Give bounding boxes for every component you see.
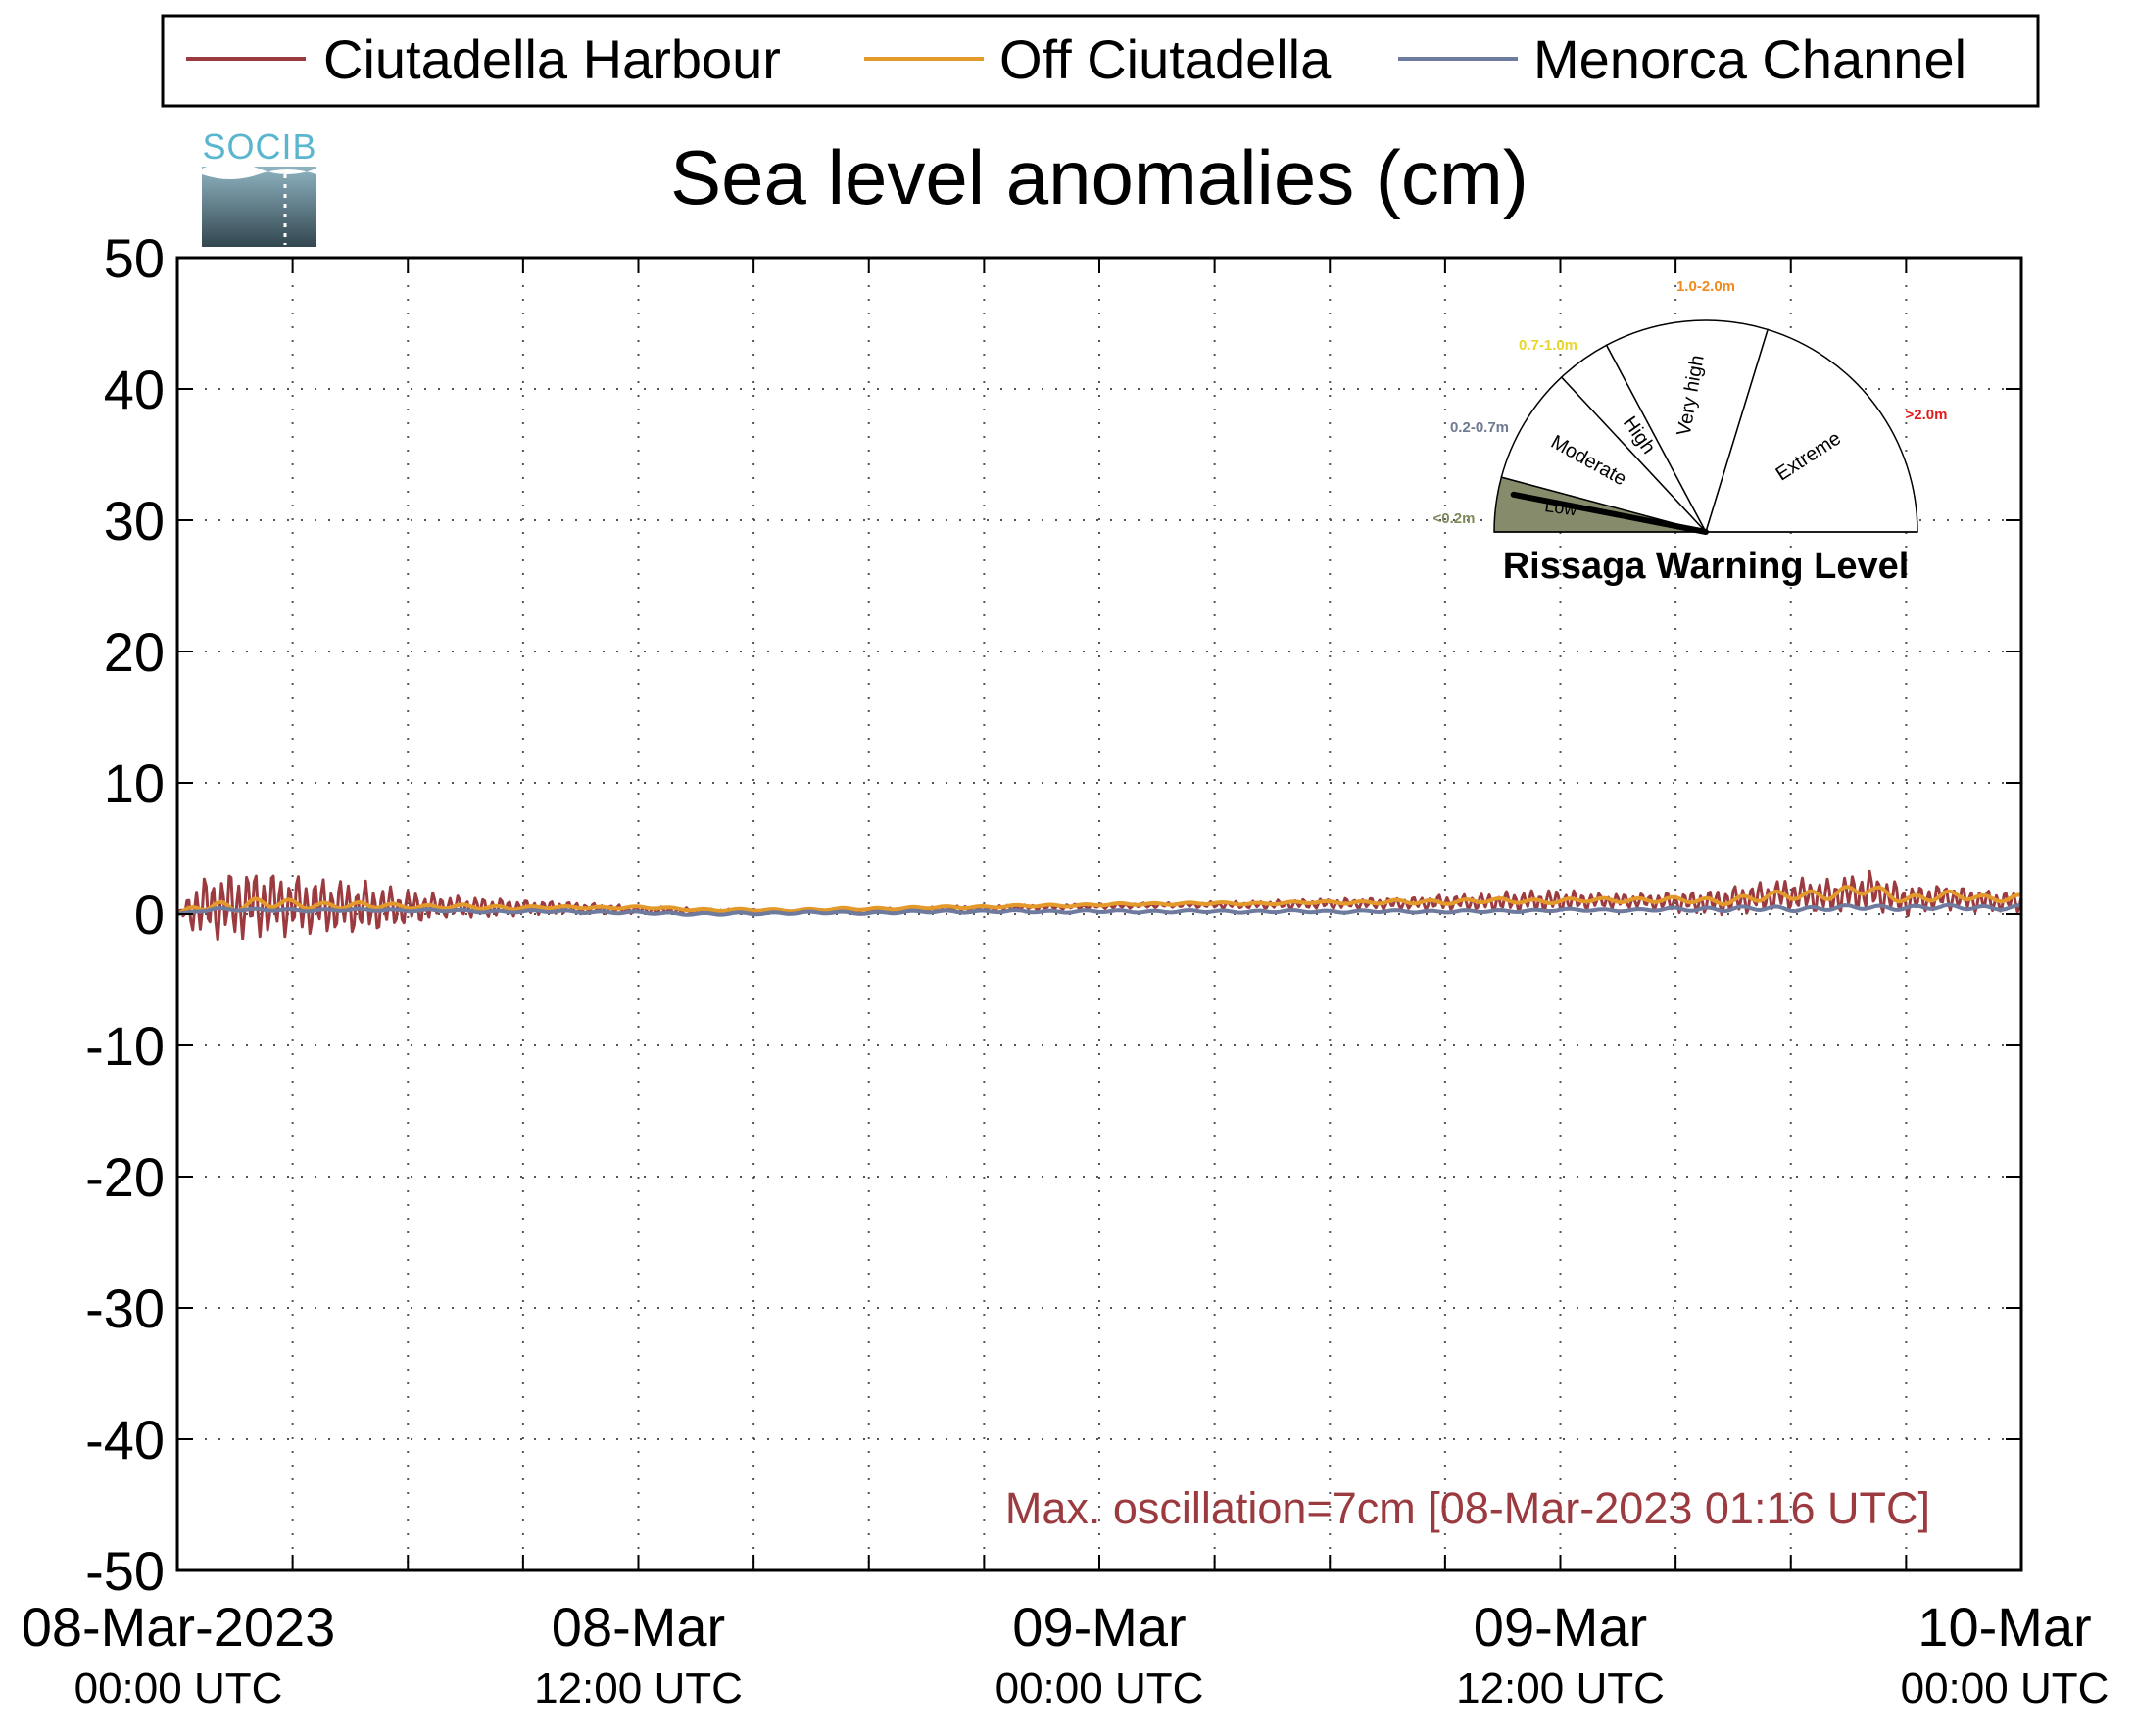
gauge-range-label: 1.0-2.0m — [1676, 278, 1735, 295]
socib-logo: SOCIB — [202, 126, 316, 247]
y-tick-label: 0 — [134, 884, 165, 945]
logo-text: SOCIB — [202, 126, 316, 167]
gauge-sector — [1500, 375, 1709, 534]
y-tick-labels: 50 40 30 20 10 0 -10 -20 -30 -40 -50 — [85, 227, 165, 1602]
gauge-title: Rissaga Warning Level — [1503, 546, 1910, 587]
x-tick-label-date: 10-Mar — [1917, 1596, 2091, 1658]
series-line-1 — [176, 885, 2021, 916]
x-tick-labels: 08-Mar-2023 00:00 UTC 08-Mar 12:00 UTC 09-Ma… — [22, 1596, 2110, 1712]
max-oscillation-annotation: Max. oscillation=7cm [08-Mar-2023 01:16 … — [1005, 1483, 1930, 1533]
logo-panel — [202, 167, 316, 247]
logo-wave — [202, 163, 316, 179]
gauge-needle — [1510, 491, 1709, 535]
x-tick-label-time: 00:00 UTC — [995, 1664, 1204, 1712]
x-tick-label-time: 12:00 UTC — [534, 1664, 743, 1712]
gauge-sector — [1704, 328, 1918, 533]
y-tick-label: -40 — [85, 1409, 165, 1471]
chart-title: Sea level anomalies (cm) — [670, 134, 1528, 220]
x-tick-label-date: 09-Mar — [1474, 1596, 1647, 1658]
y-tick-label: 10 — [104, 752, 165, 814]
plot-frame — [175, 256, 2023, 1572]
legend-entry-label: Menorca Channel — [1533, 28, 1966, 90]
y-tick-label: 50 — [104, 227, 165, 289]
y-tick-label: -50 — [85, 1540, 165, 1602]
y-tick-label: 20 — [104, 621, 165, 683]
series-line-2 — [176, 902, 2022, 917]
x-tick-label-time: 00:00 UTC — [74, 1664, 283, 1712]
gauge-sector — [1605, 319, 1770, 534]
legend-entry-label: Ciutadella Harbour — [323, 28, 781, 90]
y-tick-label: -30 — [85, 1278, 165, 1339]
x-tick-label-date: 08-Mar-2023 — [22, 1596, 336, 1658]
y-tick-label: -10 — [85, 1015, 165, 1077]
legend-box — [161, 14, 2040, 108]
legend-entry-label: Off Ciutadella — [999, 28, 1332, 90]
legend-entries: Ciutadella Harbour Off Ciutadella Menorca … — [186, 28, 1966, 90]
y-tick-label: 30 — [104, 490, 165, 552]
x-tick-label-date: 08-Mar — [552, 1596, 725, 1658]
y-tick-label: -20 — [85, 1146, 165, 1208]
x-tick-label-time: 00:00 UTC — [1901, 1664, 2110, 1712]
series-layer — [175, 869, 2023, 942]
y-tick-label: 40 — [104, 359, 165, 420]
x-tick-label-date: 09-Mar — [1012, 1596, 1186, 1658]
gauge-range-label: >2.0m — [1906, 407, 1948, 423]
gauge-range-label: <0.2m — [1433, 510, 1476, 527]
x-tick-label-time: 12:00 UTC — [1456, 1664, 1665, 1712]
legend: Ciutadella Harbour Off Ciutadella Menorca … — [161, 14, 2040, 108]
gauge-range-label: 0.7-1.0m — [1519, 337, 1577, 354]
gauge-range-label: 0.2-0.7m — [1450, 419, 1509, 436]
